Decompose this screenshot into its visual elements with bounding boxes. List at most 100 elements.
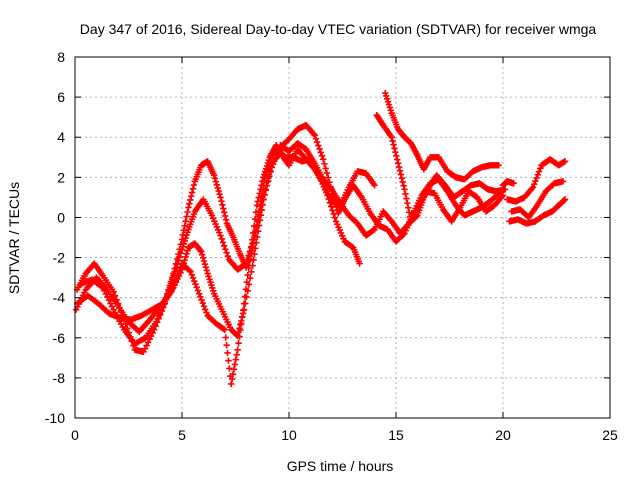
data-point <box>535 168 543 175</box>
data-point <box>217 194 224 201</box>
data-point <box>248 268 255 276</box>
data-point <box>222 246 229 253</box>
data-point <box>195 290 203 297</box>
data-point <box>183 250 190 258</box>
data-point <box>237 321 244 328</box>
data-point <box>396 167 404 174</box>
series-track-7 <box>504 156 569 205</box>
data-point <box>250 222 258 230</box>
data-point <box>405 204 412 211</box>
data-point <box>217 232 224 239</box>
data-point <box>317 149 324 156</box>
data-point <box>330 210 337 218</box>
data-point <box>218 235 225 243</box>
data-point <box>187 268 194 275</box>
chart-title: Day 347 of 2016, Sidereal Day-to-day VTE… <box>80 21 597 37</box>
data-point <box>199 254 207 262</box>
data-point <box>244 271 251 279</box>
y-tick-labels: -10 -8 -6 -4 -2 0 2 4 6 8 <box>45 49 65 426</box>
y-tick-label: -10 <box>45 410 65 426</box>
data-point <box>180 227 188 234</box>
data-point <box>229 370 237 378</box>
data-point <box>242 286 250 293</box>
data-point <box>176 267 183 274</box>
data-point <box>255 194 262 201</box>
data-point <box>559 178 567 185</box>
data-points <box>72 89 569 388</box>
data-point <box>400 182 407 189</box>
data-point <box>173 274 181 281</box>
data-point <box>313 138 321 146</box>
data-point <box>189 274 197 282</box>
series-track-5 <box>382 89 502 183</box>
data-point <box>243 278 251 286</box>
data-point <box>326 179 333 186</box>
data-point <box>239 307 247 314</box>
data-point <box>220 209 228 216</box>
data-point <box>312 135 320 142</box>
data-point <box>188 189 196 196</box>
data-point <box>240 300 248 307</box>
data-point <box>171 281 178 288</box>
data-point <box>321 160 328 168</box>
data-point <box>325 195 332 203</box>
data-point <box>210 172 218 179</box>
data-point <box>188 271 195 278</box>
data-point <box>203 309 210 316</box>
data-point <box>221 212 229 220</box>
data-point <box>537 165 544 172</box>
data-point <box>225 357 232 364</box>
series-track-6 <box>373 111 509 225</box>
data-point <box>401 186 408 193</box>
data-point <box>181 256 188 264</box>
data-point <box>224 349 231 357</box>
data-point <box>198 248 205 255</box>
data-point <box>393 152 400 160</box>
data-point <box>175 250 182 258</box>
data-point <box>533 174 540 182</box>
x-tick-labels: 0 5 10 15 20 25 <box>71 427 618 443</box>
data-point <box>220 325 227 333</box>
data-point <box>241 293 249 300</box>
data-point <box>114 300 122 307</box>
data-point <box>213 181 221 188</box>
data-point <box>331 197 338 205</box>
data-point <box>255 208 263 215</box>
data-point <box>197 247 204 254</box>
data-point <box>184 247 191 254</box>
data-point <box>201 260 209 268</box>
data-point <box>187 196 194 204</box>
data-point <box>392 148 399 156</box>
data-point <box>246 257 253 264</box>
data-point <box>184 208 191 216</box>
data-point <box>530 181 538 188</box>
data-point <box>394 160 402 167</box>
y-tick-label: -6 <box>53 330 66 346</box>
data-point <box>332 200 339 208</box>
data-point <box>405 209 413 216</box>
series-track-4 <box>73 142 363 388</box>
data-point <box>193 284 200 291</box>
y-tick-label: -8 <box>53 370 66 386</box>
data-point <box>370 227 377 234</box>
data-point <box>185 204 192 211</box>
data-point <box>186 267 193 274</box>
data-point <box>330 194 337 201</box>
data-point <box>172 277 180 284</box>
data-point <box>388 134 395 141</box>
data-point <box>256 190 263 197</box>
data-point <box>232 356 240 363</box>
data-point <box>218 197 225 205</box>
series-track-10 <box>499 178 517 189</box>
data-point <box>182 217 189 225</box>
data-point <box>186 200 193 207</box>
y-tick-label: 2 <box>57 169 65 185</box>
data-point <box>233 351 240 358</box>
data-point <box>211 175 219 182</box>
data-point <box>222 216 230 223</box>
data-point <box>176 246 183 253</box>
data-point <box>222 334 229 341</box>
data-point <box>182 253 189 261</box>
data-point <box>198 251 206 258</box>
